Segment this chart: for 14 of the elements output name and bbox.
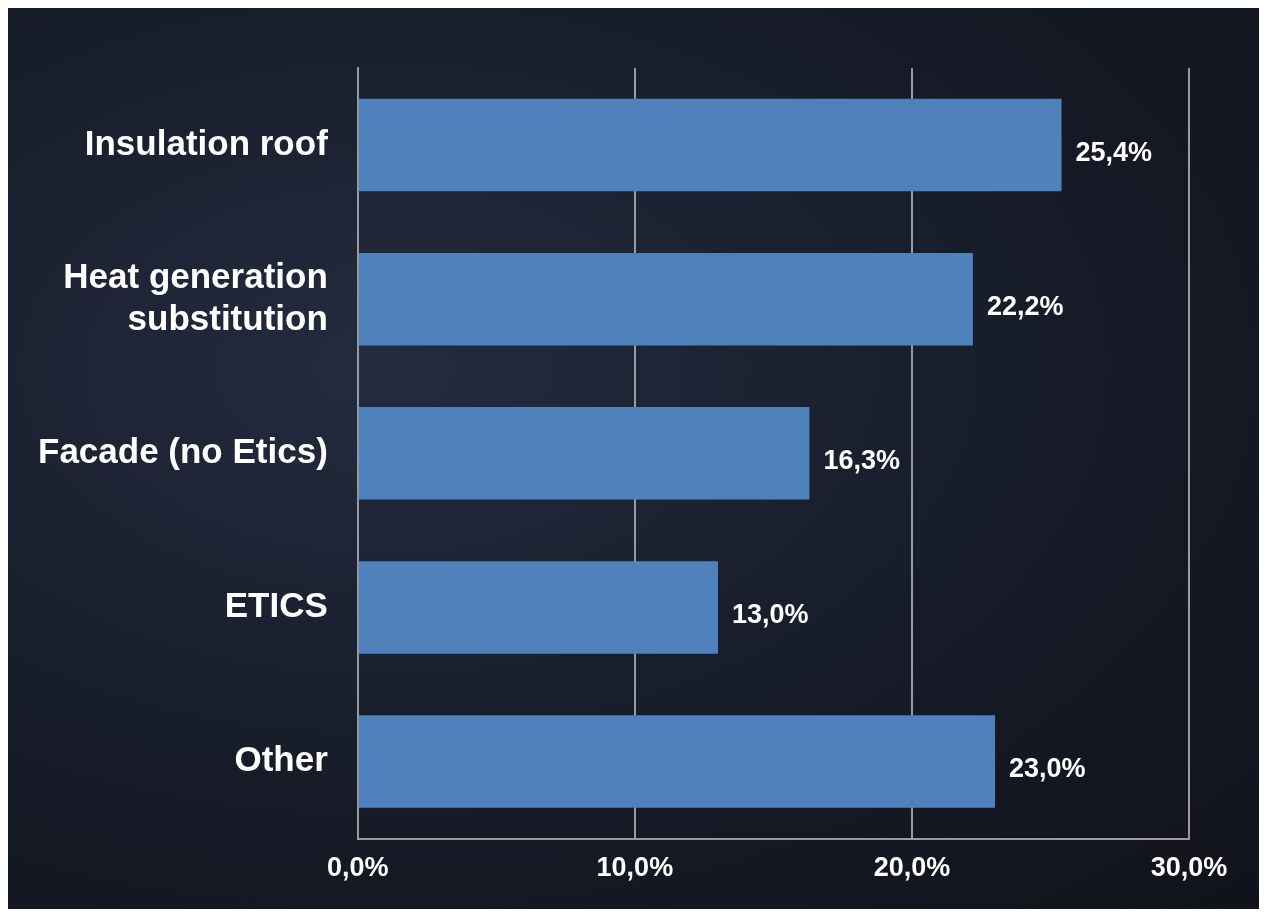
y-tick-label: Heat generation substitution	[63, 255, 328, 337]
x-tick-label: 10,0%	[596, 852, 674, 883]
x-tick-label: 0,0%	[327, 852, 389, 883]
data-label: 13,0%	[731, 598, 809, 629]
y-tick-label: ETICS	[224, 585, 328, 625]
x-tick-label: 20,0%	[873, 852, 951, 883]
data-label: 16,3%	[823, 444, 900, 475]
data-label: 23,0%	[1009, 752, 1086, 783]
y-tick-label: Insulation roof	[84, 122, 329, 162]
data-label: 22,2%	[986, 290, 1064, 321]
x-tick-label: 30,0%	[1150, 852, 1228, 883]
data-label: 25,4%	[1075, 136, 1153, 167]
y-tick-label: Facade (no Etics)	[38, 430, 328, 470]
y-tick-label: Other	[234, 739, 329, 779]
